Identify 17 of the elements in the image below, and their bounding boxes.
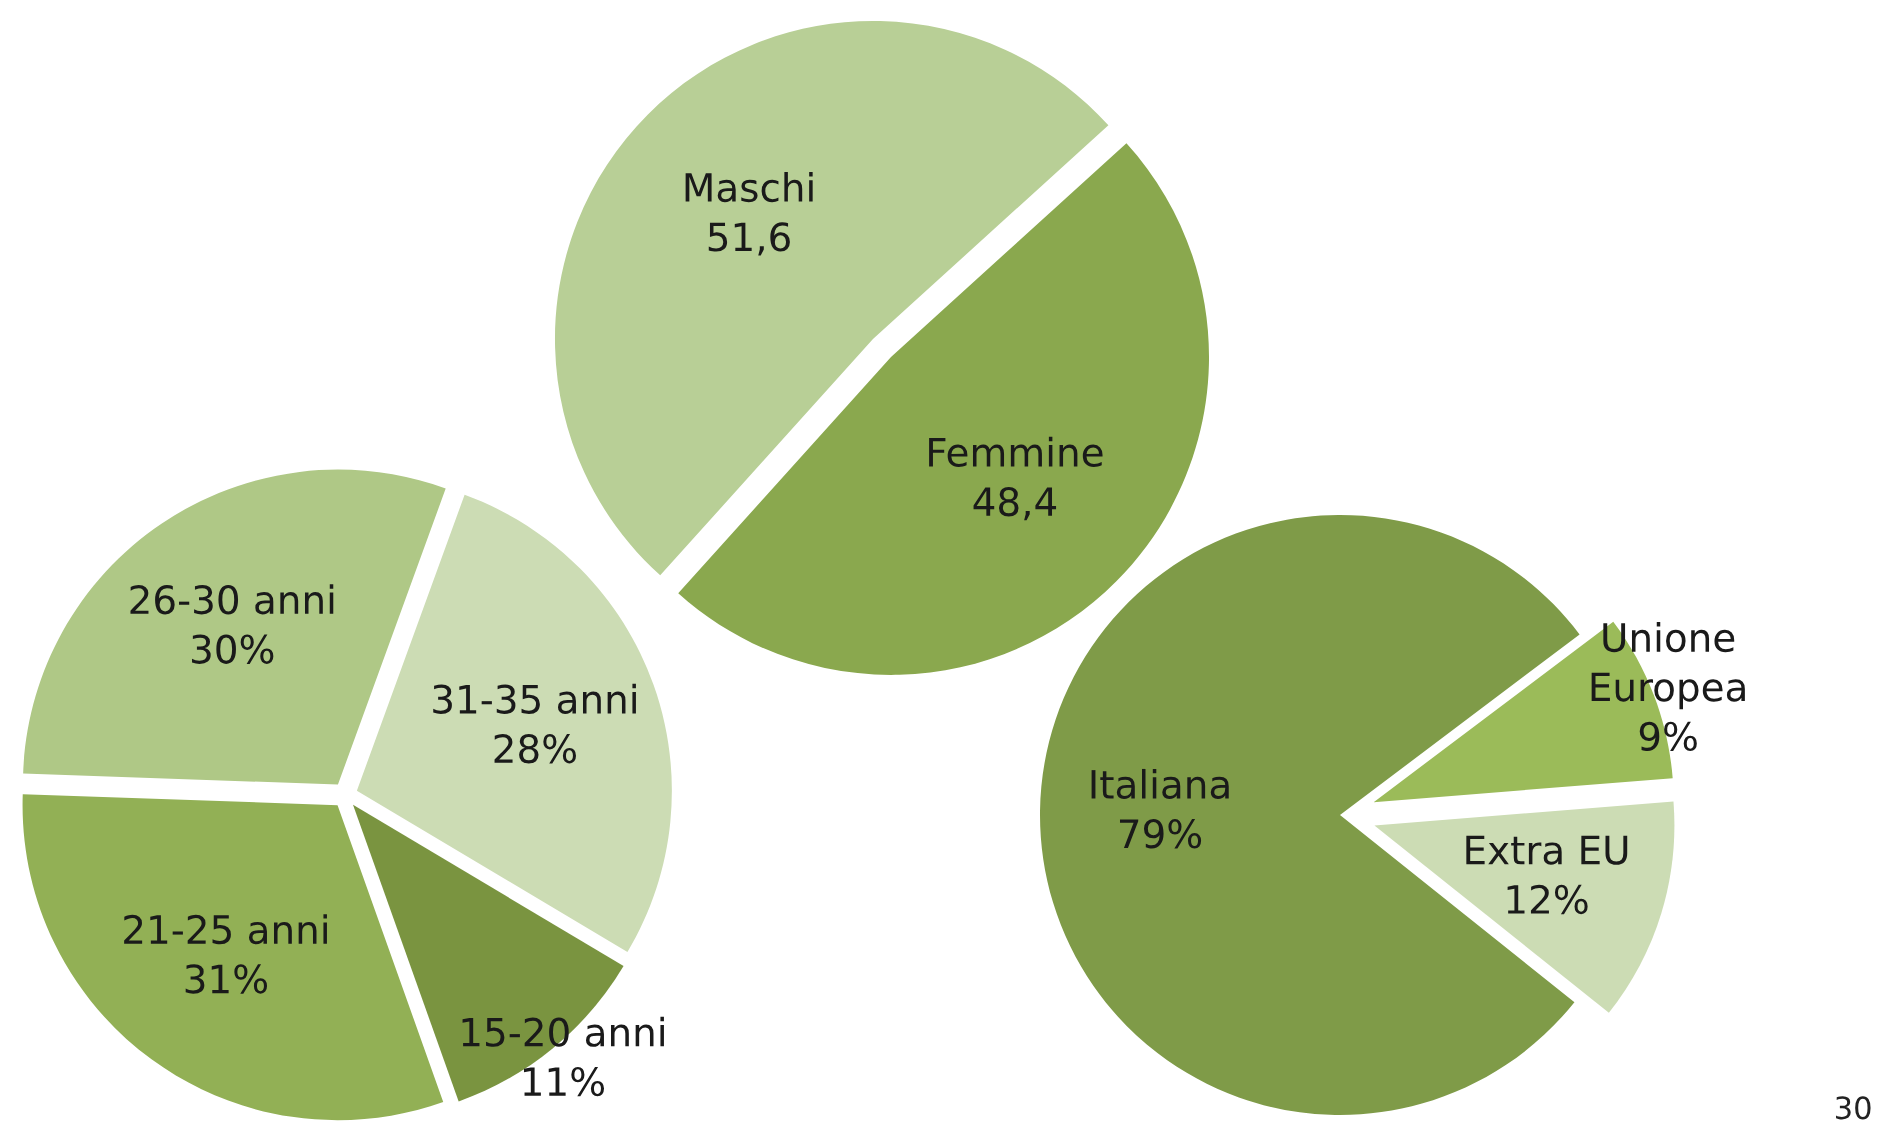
data-label: 79%: [1119, 819, 1202, 849]
slice-label: 15-20 anni: [462, 1016, 664, 1047]
slice-label: Extra EU: [1466, 835, 1628, 865]
slice-label: 31-35 anni: [433, 683, 636, 714]
data-label: 12%: [1507, 884, 1588, 915]
slice-label: Femmine: [929, 436, 1103, 467]
slice-label: 26-30 anni: [130, 584, 334, 615]
data-label: 51,6: [708, 222, 790, 256]
text: 30: [1836, 1096, 1871, 1120]
data-label: 48,4: [973, 486, 1057, 521]
slice-label: 21-25 anni: [124, 914, 327, 945]
data-label: 30%: [192, 634, 274, 664]
slice-label: Italiana: [1091, 768, 1229, 800]
data-label: 11%: [523, 1066, 605, 1097]
data-label: 28%: [494, 733, 576, 764]
slice-label: Maschi: [685, 172, 813, 203]
data-label: 31%: [185, 964, 268, 994]
